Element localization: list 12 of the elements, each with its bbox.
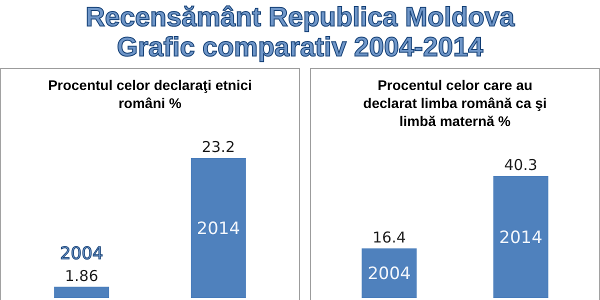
text: Grafic comparativ 2004-2014 <box>116 32 484 62</box>
chart-title: Procentul celor declaraţi etnici români % <box>48 77 252 111</box>
x-tick-label: 2014 <box>499 228 542 248</box>
x-tick-label: 2004 <box>368 264 411 284</box>
text: Recensământ Republica Moldova <box>85 2 516 32</box>
data-label: 16.4 <box>372 228 406 246</box>
x-tick-label: 2004 <box>60 244 104 264</box>
chart-title: Procentul celor care au declarat limba română ca şi limbă maternă % <box>363 77 547 129</box>
data-label: 1.86 <box>64 266 98 285</box>
data-label: 23.2 <box>202 138 236 156</box>
x-tick-label: 2014 <box>196 219 240 239</box>
data-label: 40.3 <box>504 156 538 174</box>
